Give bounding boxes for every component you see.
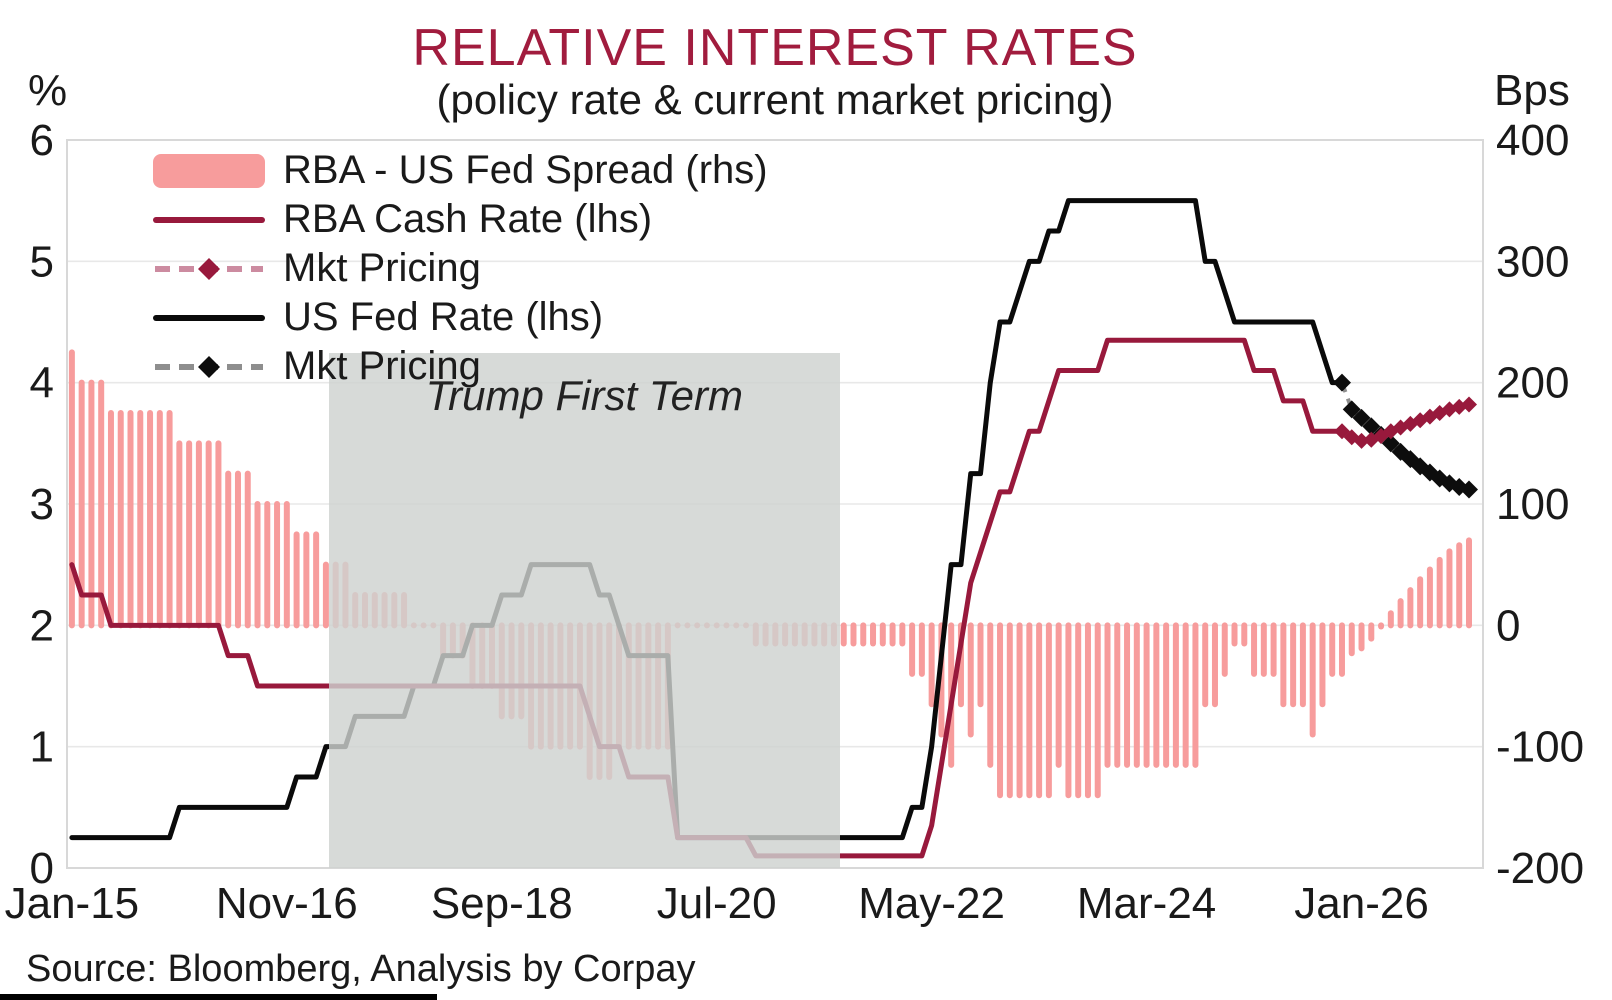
legend-item-spread: RBA - US Fed Spread (rhs) [153,146,768,195]
fed-mkt-pricing-series-diamond [1342,400,1361,419]
bottom-divider [0,994,437,1000]
x-axis-tick: Jul-20 [657,879,777,928]
legend-item-us-fed-rate: US Fed Rate (lhs) [153,293,768,342]
legend-label-us-fed-rate: US Fed Rate (lhs) [283,295,604,339]
right-axis-tick: 400 [1496,116,1569,165]
right-axis-tick: 300 [1496,237,1569,286]
source-note: Source: Bloomberg, Analysis by Corpay [26,948,696,990]
legend-item-rba-mkt-pricing: Mkt Pricing [153,244,768,293]
chart-title: RELATIVE INTEREST RATES [412,19,1138,77]
rba-mkt-pricing-series-diamond [1353,432,1370,449]
legend-label-spread: RBA - US Fed Spread (rhs) [283,148,768,192]
rba-line-swatch-icon [153,216,265,223]
x-axis-tick: Jan-15 [5,879,140,928]
right-axis-tick: -200 [1496,844,1584,893]
trump-term-shaded-region [328,353,840,868]
fed-mkt-pricing-series-diamond [1381,434,1400,453]
fed-mkt-pricing-series-diamond [1352,408,1371,427]
right-axis-tick: 200 [1496,359,1569,408]
fed-mkt-pricing-series-diamond [1332,373,1351,392]
fed-mkt-pricing-series-diamond [1362,417,1381,436]
fed-line-swatch-icon [153,314,265,321]
left-axis-tick: 5 [30,237,54,286]
rba-mkt-pricing-series [1333,396,1477,449]
left-axis-tick: 4 [30,359,54,408]
rba-mkt-pricing-series-diamond [1460,396,1477,413]
spread-bar-swatch-icon [153,153,265,188]
legend-label-rba-mkt-pricing: Mkt Pricing [283,246,481,290]
fed-mkt-pricing-series-diamond [1459,480,1478,499]
x-axis-tick: Mar-24 [1077,879,1216,928]
left-axis-unit-label: % [28,66,68,115]
left-axis-tick: 1 [30,723,54,772]
trump-term-annotation-label: Trump First Term [425,372,743,419]
fed-mkt-pricing-series [1332,373,1478,499]
legend-label-fed-mkt-pricing: Mkt Pricing [283,344,481,388]
rba-mkt-pricing-swatch-icon [153,257,265,281]
right-axis-tick: 100 [1496,480,1569,529]
left-axis-tick: 3 [30,480,54,529]
left-axis-tick: 6 [30,116,54,165]
right-axis-tick: -100 [1496,723,1584,772]
x-axis-tick: Jan-26 [1294,879,1429,928]
plot-border [66,139,1484,869]
legend-item-rba-cash-rate: RBA Cash Rate (lhs) [153,195,768,244]
legend: RBA - US Fed Spread (rhs) RBA Cash Rate … [153,146,768,391]
x-axis-tick: May-22 [858,879,1005,928]
axis-tick-labels: 6 5 4 3 2 1 0 400 300 200 100 0 -100 -200 Jan-15 Nov-16… [5,116,1584,928]
x-axis-tick: Sep-18 [431,879,573,928]
right-axis-unit-label: Bps [1494,66,1570,115]
chart-subtitle: (policy rate & current market pricing) [436,76,1114,123]
legend-label-rba-cash-rate: RBA Cash Rate (lhs) [283,197,653,241]
left-axis-tick: 2 [30,601,54,650]
fed-mkt-pricing-swatch-icon [153,355,265,379]
x-axis-tick: Nov-16 [216,879,358,928]
legend-item-fed-mkt-pricing: Mkt Pricing [153,342,768,391]
left-axis-tick: 0 [30,844,54,893]
right-axis-tick: 0 [1496,601,1520,650]
